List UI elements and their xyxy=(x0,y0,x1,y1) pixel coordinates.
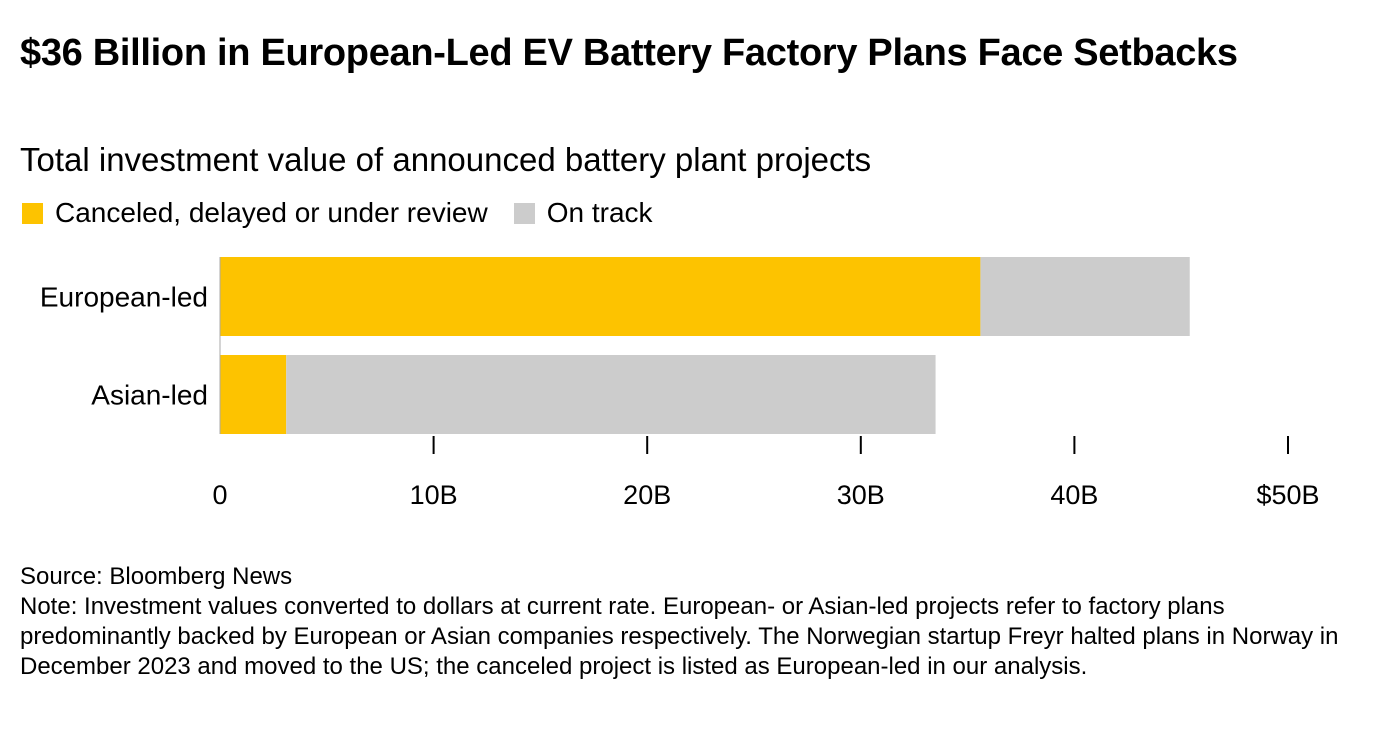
methodology-note: Note: Investment values converted to dol… xyxy=(20,593,1339,680)
legend-item-canceled: Canceled, delayed or under review xyxy=(22,197,488,229)
bar-european-led-on-track xyxy=(980,257,1190,336)
category-label: European-led xyxy=(40,282,208,313)
footer: Source: Bloomberg News Note: Investment … xyxy=(20,562,1360,682)
bar-asian-led-on-track xyxy=(286,355,936,434)
x-tick-label: 10B xyxy=(410,480,458,510)
category-label: Asian-led xyxy=(91,380,208,411)
x-tick-label: 20B xyxy=(623,480,671,510)
legend-label-canceled: Canceled, delayed or under review xyxy=(55,197,488,228)
bar-asian-led-canceled xyxy=(220,355,287,434)
legend-swatch-canceled xyxy=(22,202,43,224)
legend-swatch-on-track xyxy=(513,202,535,224)
x-tick-label: 40B xyxy=(1050,480,1098,510)
chart-subtitle: Total investment value of announced batt… xyxy=(20,141,872,178)
x-tick-label: 30B xyxy=(837,480,885,510)
legend-item-on-track: On track xyxy=(513,197,653,229)
bar-chart: European-led Asian-led 0 10B 20B 30B 40B $50B xyxy=(40,257,1320,510)
legend-label-on-track: On track xyxy=(546,197,653,228)
x-tick-label: $50B xyxy=(1256,480,1319,510)
legend: Canceled, delayed or under review On tra… xyxy=(22,197,679,229)
bar-european-led-canceled xyxy=(220,257,981,336)
chart-title: $36 Billion in European-Led EV Battery F… xyxy=(20,32,1238,74)
source-note: Source: Bloomberg News xyxy=(20,563,293,590)
x-tick-label: 0 xyxy=(212,480,227,510)
